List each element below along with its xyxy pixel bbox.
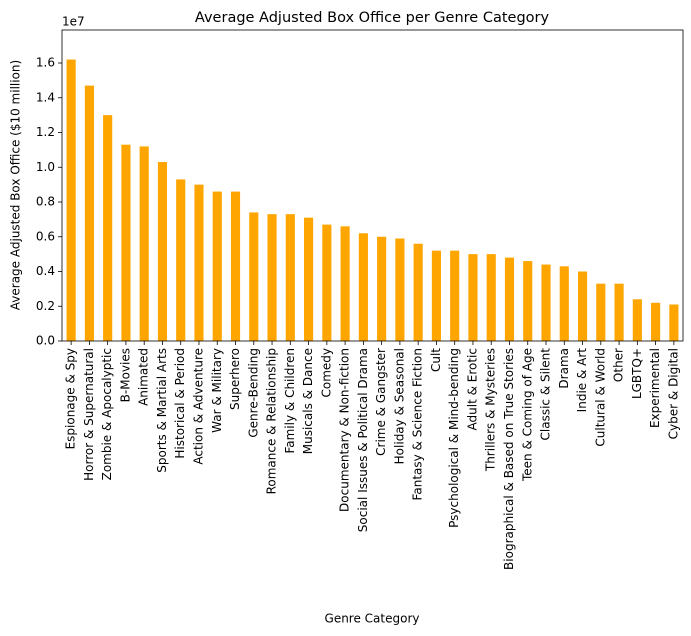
bar bbox=[249, 212, 259, 341]
bar bbox=[614, 283, 624, 341]
x-tick-label: Superhero bbox=[228, 348, 242, 410]
bar bbox=[577, 271, 588, 341]
x-tick-label: Drama bbox=[557, 348, 571, 389]
x-tick-label: War & Military bbox=[210, 348, 224, 433]
x-tick-label: Sports & Martial Arts bbox=[155, 348, 169, 473]
x-tick-label: Cultural & World bbox=[593, 348, 607, 447]
x-tick-label: Other bbox=[612, 348, 626, 382]
x-tick-label: Teen & Coming of Age bbox=[520, 348, 534, 482]
x-tick-label: Documentary & Non-fiction bbox=[338, 348, 352, 512]
y-tick-label: 0.8 bbox=[36, 195, 55, 209]
y-tick-label: 0.0 bbox=[36, 334, 55, 348]
x-tick-label: Zombie & Apocalyptic bbox=[100, 348, 114, 480]
plot-frame bbox=[61, 29, 684, 342]
bar bbox=[176, 179, 186, 341]
x-tick-label: Romance & Relationship bbox=[265, 348, 279, 494]
x-tick-label: Biographical & Based on True Stories bbox=[502, 348, 516, 570]
bar bbox=[121, 144, 131, 341]
x-tick-label: Espionage & Spy bbox=[64, 348, 78, 449]
bar bbox=[669, 304, 679, 341]
bar bbox=[304, 217, 314, 341]
bar bbox=[541, 264, 551, 341]
bar bbox=[358, 233, 368, 341]
x-tick-label: Historical & Period bbox=[173, 348, 187, 459]
x-tick-label: LGBTQ+ bbox=[630, 348, 644, 399]
x-tick-label: Thrillers & Mysteries bbox=[484, 348, 498, 472]
bar bbox=[504, 257, 515, 341]
bar bbox=[632, 299, 642, 341]
bar bbox=[267, 214, 277, 341]
bar bbox=[103, 115, 113, 341]
x-tick-label: Adult & Erotic bbox=[465, 348, 479, 430]
x-axis-label: Genre Category bbox=[325, 612, 420, 626]
x-tick-label: Cult bbox=[429, 348, 443, 372]
bar bbox=[84, 85, 94, 341]
y-tick-label: 0.4 bbox=[36, 264, 55, 278]
y-axis-label: Average Adjusted Box Office ($10 million… bbox=[9, 60, 23, 310]
x-tick-label: Holiday & Seasonal bbox=[392, 348, 406, 464]
y-tick-label: 1.4 bbox=[36, 90, 55, 104]
y-tick-label: 1.6 bbox=[36, 56, 55, 70]
bar bbox=[596, 283, 606, 341]
x-tick-label: Crime & Gangster bbox=[374, 348, 388, 456]
x-tick-label: Fantasy & Science Fiction bbox=[411, 348, 425, 500]
bar bbox=[559, 266, 569, 341]
chart-title: Average Adjusted Box Office per Genre Ca… bbox=[195, 10, 550, 26]
bar bbox=[285, 214, 295, 341]
x-tick-label: Animated bbox=[137, 348, 151, 406]
bar bbox=[340, 226, 350, 341]
y-tick-label: 1.2 bbox=[36, 125, 55, 139]
x-tick-label: Cyber & Digital bbox=[666, 348, 680, 439]
bar bbox=[139, 146, 149, 341]
x-tick-label: Family & Children bbox=[283, 348, 297, 454]
x-tick-label: Social Issues & Political Drama bbox=[356, 348, 370, 532]
bar bbox=[157, 162, 168, 341]
bar bbox=[395, 238, 405, 341]
bar bbox=[194, 184, 204, 341]
x-tick-label: Genre-Bending bbox=[246, 348, 260, 438]
x-tick-label: Musicals & Dance bbox=[301, 348, 315, 454]
y-tick-label: 0.2 bbox=[36, 299, 55, 313]
bar bbox=[413, 243, 423, 341]
y-tick-label: 0.6 bbox=[36, 229, 55, 243]
x-tick-label: Horror & Supernatural bbox=[82, 348, 96, 481]
bar bbox=[212, 191, 222, 341]
bar bbox=[486, 254, 496, 341]
x-tick-label: Comedy bbox=[319, 348, 333, 398]
bar bbox=[523, 261, 533, 341]
x-tick-label: B-Movies bbox=[118, 348, 132, 402]
bar bbox=[651, 302, 661, 341]
y-offset-label: 1e7 bbox=[62, 15, 85, 29]
bar bbox=[66, 59, 76, 341]
x-tick-label: Experimental bbox=[648, 348, 662, 428]
bar bbox=[468, 254, 478, 341]
x-tick-label: Action & Adventure bbox=[191, 348, 205, 465]
bar bbox=[377, 236, 387, 341]
bar bbox=[230, 191, 241, 341]
x-tick-label: Classic & Silent bbox=[539, 348, 553, 441]
x-tick-label: Psychological & Mind-bending bbox=[447, 348, 461, 528]
bar bbox=[431, 250, 441, 341]
y-tick-label: 1.0 bbox=[36, 160, 55, 174]
bar bbox=[322, 224, 332, 341]
x-tick-label: Indie & Art bbox=[575, 348, 589, 413]
bar bbox=[450, 250, 460, 341]
